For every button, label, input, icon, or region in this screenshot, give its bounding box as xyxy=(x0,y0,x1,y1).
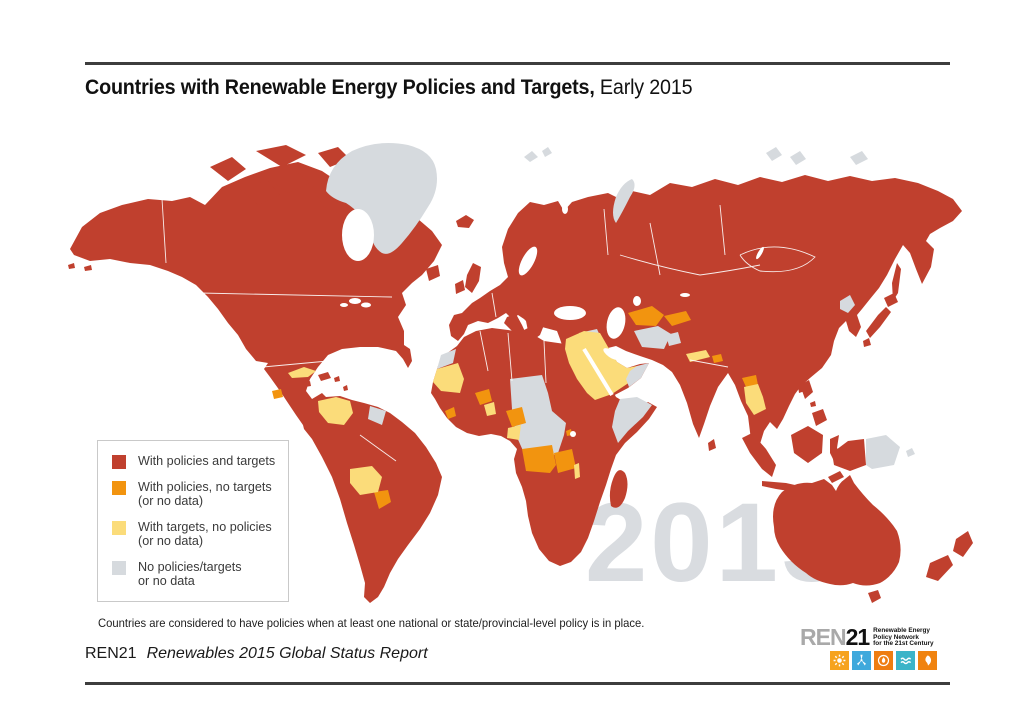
legend-swatch-orange xyxy=(112,481,126,495)
region-uzbekistan xyxy=(628,306,664,326)
region-bolivia xyxy=(350,466,382,495)
great-lake-3 xyxy=(340,303,348,307)
caspian-sea xyxy=(606,307,626,339)
world-map-svg xyxy=(68,143,973,603)
logo-21-text: 21 xyxy=(845,624,871,650)
region-south-america xyxy=(302,396,442,603)
aral-sea xyxy=(633,296,641,306)
hudson-bay xyxy=(342,209,374,261)
figure-title: Countries with Renewable Energy Policies… xyxy=(85,76,693,100)
region-somalia xyxy=(612,397,652,443)
red-sea xyxy=(582,347,614,397)
legend-item-policies-and-targets: With policies and targets xyxy=(112,454,276,469)
credit-report-title: Renewables 2015 Global Status Report xyxy=(146,645,428,662)
region-bhutan xyxy=(712,354,723,363)
lake-balkhash xyxy=(680,293,690,297)
regions-no-data-top xyxy=(626,363,649,387)
region-suriname xyxy=(368,406,386,425)
legend-label: With targets, no policies xyxy=(138,519,272,534)
region-papua-new-guinea xyxy=(866,435,915,469)
map-legend: With policies and targets With policies,… xyxy=(97,440,289,602)
region-laos-cambodia xyxy=(744,384,766,415)
legend-label: With policies and targets xyxy=(138,454,276,468)
title-date: Early 2015 xyxy=(594,76,693,99)
region-burkina-faso xyxy=(475,389,492,405)
region-greenland xyxy=(326,143,437,254)
ren21-logo: REN21 Renewable Energy Policy Network fo… xyxy=(800,626,940,670)
region-mauritania xyxy=(433,363,464,393)
region-north-korea xyxy=(840,295,855,313)
great-lake-1 xyxy=(349,298,361,304)
legend-swatch-gray xyxy=(112,560,126,575)
waves-icon xyxy=(896,651,915,670)
region-oman-uae xyxy=(626,363,649,387)
logo-wordmark: REN21 xyxy=(800,624,871,650)
region-arabia xyxy=(565,331,637,400)
black-sea xyxy=(554,306,586,320)
region-tajikistan xyxy=(666,332,681,346)
legend-item-policies-no-targets: With policies, no targets (or no data) xyxy=(112,480,276,509)
region-north-vietnam xyxy=(742,375,758,387)
sun-icon xyxy=(830,651,849,670)
region-ghana xyxy=(484,402,496,416)
flame-icon xyxy=(874,651,893,670)
legend-item-targets-no-policies: With targets, no policies (or no data) xyxy=(112,520,276,549)
region-venezuela xyxy=(318,397,353,425)
logo-ren-text: REN xyxy=(800,624,847,650)
great-lake-2 xyxy=(361,302,371,308)
legend-swatch-red xyxy=(112,455,126,469)
region-nepal xyxy=(686,350,710,362)
regions-targets-no-policies xyxy=(288,331,766,495)
bottom-rule xyxy=(85,682,950,685)
regions-policies-no-targets xyxy=(272,306,758,509)
region-west-sahara xyxy=(437,349,456,369)
region-turkmenistan xyxy=(634,326,671,349)
region-sierra-leone xyxy=(445,407,456,419)
region-angola xyxy=(522,445,556,473)
country-borders xyxy=(161,198,816,462)
top-rule xyxy=(85,62,950,65)
persian-gulf xyxy=(603,348,619,360)
region-paraguay xyxy=(374,490,391,509)
wind-turbine-icon xyxy=(852,651,871,670)
logo-icon-tiles xyxy=(830,651,940,670)
legend-label: No policies/targets xyxy=(138,559,242,574)
region-cameroon xyxy=(506,407,526,427)
title-bold: Countries with Renewable Energy Policies… xyxy=(85,76,595,99)
leaf-icon xyxy=(918,651,937,670)
credit-line: REN21 Renewables 2015 Global Status Repor… xyxy=(85,645,428,663)
region-central-africa xyxy=(510,375,566,461)
region-zambia xyxy=(554,449,576,473)
white-sea xyxy=(562,204,568,214)
lake-baikal xyxy=(756,246,764,260)
region-gabon xyxy=(507,425,521,440)
baltic-sea xyxy=(518,246,538,276)
logo-tagline: Renewable Energy Policy Network for the … xyxy=(873,627,934,648)
seas-and-lakes xyxy=(340,204,764,437)
region-cuba xyxy=(288,367,316,378)
region-malawi xyxy=(574,463,580,479)
region-kyrgyzstan xyxy=(664,311,691,326)
region-australia xyxy=(773,475,901,603)
legend-swatch-yellow xyxy=(112,520,126,535)
region-el-salvador xyxy=(272,389,283,399)
credit-org: REN21 xyxy=(85,645,137,662)
legend-item-no-data: No policies/targets or no data xyxy=(112,560,276,589)
world-map: 2015 xyxy=(60,135,1000,615)
legend-label: With policies, no targets xyxy=(138,480,272,494)
region-eurasia xyxy=(449,175,962,456)
footnote: Countries are considered to have policie… xyxy=(98,617,645,630)
lake-victoria xyxy=(570,431,576,437)
